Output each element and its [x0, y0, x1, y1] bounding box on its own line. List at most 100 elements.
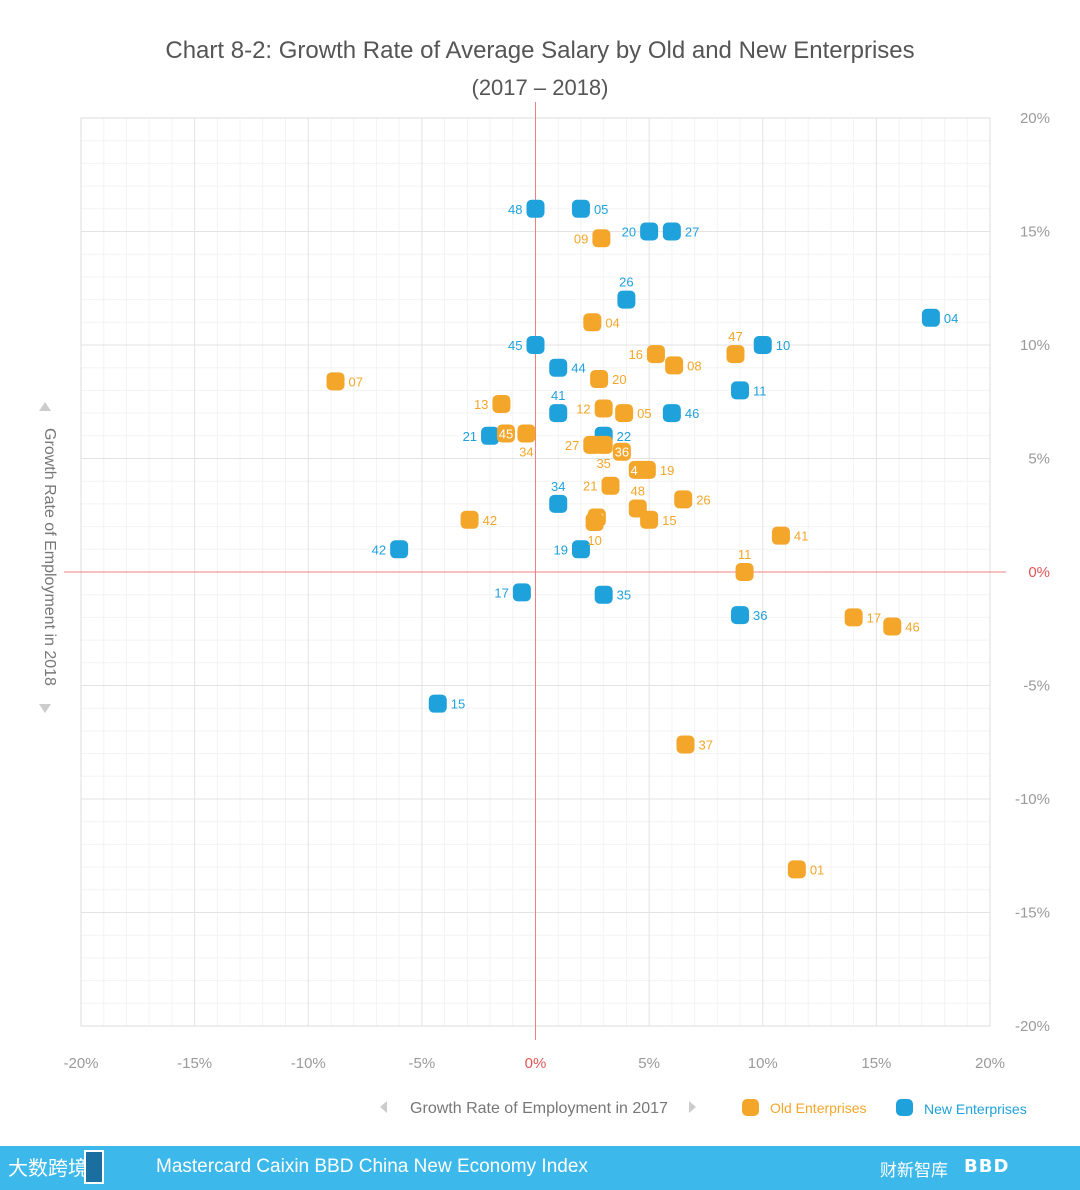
new-enterprise-point-27 [662, 222, 681, 241]
point-label: 47 [728, 329, 742, 344]
point-label: 35 [617, 588, 631, 603]
y-tick-label: 5% [1028, 451, 1050, 468]
old-enterprise-point-01 [787, 860, 806, 879]
new-enterprise-point-04 [921, 308, 940, 327]
x-axis-left-arrow-icon [380, 1101, 387, 1113]
new-enterprise-point-42 [390, 540, 409, 559]
y-axis-ticks: 20% 15% 10% 5% 0% -5% -10% -15% -20% [1015, 110, 1050, 1035]
point-label: 48 [631, 483, 645, 498]
point-label: 27 [565, 438, 579, 453]
point-label: 20 [612, 372, 626, 387]
point-label: 10 [776, 338, 790, 353]
point-label: 21 [583, 479, 597, 494]
point-label: 07 [349, 374, 363, 389]
new-enterprise-point-11 [731, 381, 750, 400]
point-label: 34 [551, 479, 565, 494]
point-label: 44 [571, 361, 585, 376]
old-enterprise-point-47 [726, 345, 745, 364]
point-label: 20 [622, 225, 636, 240]
old-enterprise-point-34 [517, 424, 536, 443]
new-enterprise-point-46 [662, 404, 681, 423]
old-enterprise-point-09 [592, 229, 611, 248]
old-enterprise-point-11 [735, 563, 754, 581]
old-enterprise-point-07 [326, 372, 345, 391]
old-enterprise-point-46 [883, 617, 902, 636]
point-label: 04 [944, 311, 958, 326]
point-label: 26 [619, 275, 633, 290]
y-tick-label: 10% [1020, 337, 1050, 354]
y-tick-label: -5% [1023, 678, 1050, 695]
point-label: 19 [553, 542, 567, 557]
y-tick-label: 15% [1020, 224, 1050, 241]
point-label: 15 [662, 513, 676, 528]
point-label: 45 [508, 338, 522, 353]
x-tick-label: 0% [525, 1055, 547, 1072]
point-label: 46 [685, 406, 699, 421]
y-axis-up-arrow-icon [39, 402, 51, 411]
y-tick-label: 0% [1028, 564, 1050, 581]
point-label: 27 [685, 225, 699, 240]
new-enterprise-point-20 [640, 222, 659, 241]
new-enterprise-point-10 [753, 336, 772, 354]
old-enterprise-point-37 [676, 735, 695, 754]
y-tick-label: 20% [1020, 110, 1050, 127]
old-enterprise-point-10 [585, 513, 604, 532]
old-enterprise-point-36 [612, 442, 631, 461]
new-enterprise-point-36 [731, 606, 750, 625]
point-label: 13 [474, 397, 488, 412]
footer-logo-caixin: 财新智库 [880, 1161, 948, 1181]
point-label: 17 [867, 610, 881, 625]
point-label: 37 [698, 738, 712, 753]
old-enterprise-point-20 [590, 370, 609, 389]
point-label: 10 [587, 533, 601, 548]
new-enterprise-point-26 [617, 290, 636, 309]
zero-lines [64, 102, 1006, 1040]
point-label: 22 [617, 429, 631, 444]
new-enterprise-point-45 [526, 336, 545, 354]
x-tick-label: -5% [409, 1055, 436, 1072]
old-enterprise-point-13 [492, 395, 511, 414]
point-label: 46 [905, 619, 919, 634]
point-label: 36 [753, 608, 767, 623]
chart-title: Chart 8-2: Growth Rate of Average Salary… [165, 37, 914, 64]
new-enterprise-point-34 [549, 494, 568, 513]
chart-subtitle: (2017 – 2018) [472, 75, 609, 100]
point-label: 19 [660, 463, 674, 478]
old-enterprise-point-16 [646, 345, 665, 364]
x-tick-label: 15% [861, 1055, 891, 1072]
x-tick-label: 10% [748, 1055, 778, 1072]
new-enterprise-point-17 [512, 583, 531, 602]
point-label: 21 [463, 429, 477, 444]
new-enterprise-point-21 [481, 426, 500, 445]
y-tick-label: -10% [1015, 791, 1050, 808]
old-enterprise-point-35 [594, 435, 613, 454]
y-axis-title-group: Growth Rate of Employment in 2018 [41, 428, 58, 686]
new-enterprise-point-15 [428, 694, 447, 713]
point-label: 08 [687, 358, 701, 373]
point-label: 41 [794, 529, 808, 544]
old-enterprise-point-26 [674, 490, 693, 509]
x-tick-label: -15% [177, 1055, 212, 1072]
point-label: 45 [499, 427, 513, 442]
data-points: 48 05 20 27 26 04 45 10 44 11 41 46 21 22 34 42 19 17 35 36… [326, 199, 958, 879]
old-enterprise-point-08 [665, 356, 684, 375]
legend-label-old: Old Enterprises [770, 1100, 866, 1116]
old-enterprise-point-17 [844, 608, 863, 627]
old-enterprise-point-04 [583, 313, 602, 332]
new-enterprise-point-19 [571, 540, 590, 559]
footer-building-icon [84, 1150, 104, 1184]
x-tick-label: -10% [291, 1055, 326, 1072]
footer-logo-bbd: BBD [964, 1156, 1010, 1177]
y-axis-label: Growth Rate of Employment in 2018 [41, 428, 58, 686]
point-label: 36 [615, 445, 629, 460]
x-axis-label: Growth Rate of Employment in 2017 [410, 1100, 668, 1117]
new-enterprise-point-35 [594, 585, 613, 604]
point-label: 42 [372, 542, 386, 557]
y-axis-down-arrow-icon [39, 704, 51, 713]
old-enterprise-point-21 [601, 476, 620, 495]
point-label: 05 [637, 406, 651, 421]
y-tick-label: -15% [1015, 905, 1050, 922]
point-label: 11 [738, 547, 752, 562]
old-enterprise-point-45 [496, 424, 515, 443]
